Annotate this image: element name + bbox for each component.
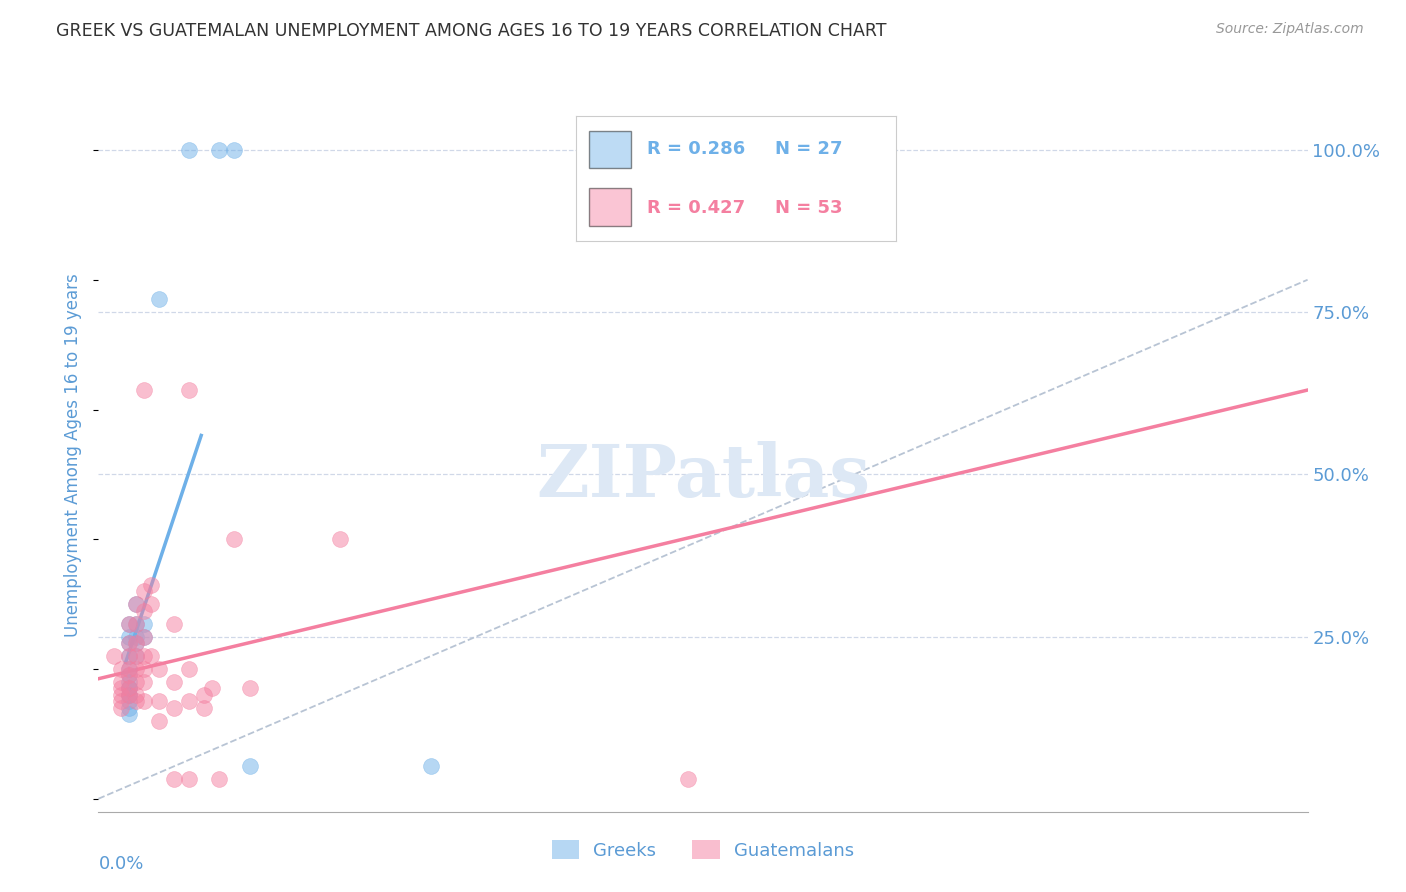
Point (110, 694, 132, 708)
Point (118, 681, 141, 696)
Point (118, 662, 141, 676)
Point (118, 707, 141, 722)
Point (110, 688, 132, 702)
Point (125, 648, 148, 663)
Point (110, 675, 132, 690)
Legend: Greeks, Guatemalans: Greeks, Guatemalans (544, 833, 862, 867)
Point (163, 616, 186, 631)
Point (148, 292, 170, 306)
Point (179, 662, 201, 676)
Point (163, 675, 186, 690)
Point (125, 616, 148, 631)
Point (125, 616, 148, 631)
Point (125, 675, 148, 690)
Point (141, 577, 163, 591)
Point (163, 772, 186, 787)
Point (179, 772, 201, 787)
Point (118, 662, 141, 676)
Point (201, 681, 224, 696)
Point (132, 648, 155, 663)
Point (118, 668, 141, 682)
Point (676, 143, 699, 157)
Point (118, 675, 141, 690)
Point (118, 648, 141, 663)
Point (208, 143, 231, 157)
Point (132, 675, 155, 690)
Point (148, 714, 170, 728)
Point (118, 616, 141, 631)
Point (118, 688, 141, 702)
Point (110, 662, 132, 676)
Point (208, 772, 231, 787)
Text: GREEK VS GUATEMALAN UNEMPLOYMENT AMONG AGES 16 TO 19 YEARS CORRELATION CHART: GREEK VS GUATEMALAN UNEMPLOYMENT AMONG A… (56, 22, 887, 40)
Point (132, 694, 155, 708)
Y-axis label: Unemployment Among Ages 16 to 19 years: Unemployment Among Ages 16 to 19 years (65, 273, 83, 637)
Point (179, 694, 201, 708)
Point (179, 143, 201, 157)
Point (110, 701, 132, 715)
Point (118, 636, 141, 650)
Text: 0.0%: 0.0% (98, 855, 143, 872)
Point (193, 688, 215, 702)
Point (676, 772, 699, 787)
Point (118, 688, 141, 702)
Point (118, 630, 141, 644)
Point (148, 694, 170, 708)
Point (132, 383, 155, 397)
Point (224, 143, 246, 157)
Point (118, 668, 141, 682)
Point (125, 688, 148, 702)
Point (118, 636, 141, 650)
Point (141, 648, 163, 663)
Point (118, 681, 141, 696)
Point (118, 681, 141, 696)
Point (329, 533, 352, 547)
Point (118, 688, 141, 702)
Point (224, 533, 246, 547)
Point (125, 694, 148, 708)
Text: Source: ZipAtlas.com: Source: ZipAtlas.com (1216, 22, 1364, 37)
Point (420, 759, 443, 773)
Point (118, 648, 141, 663)
Point (125, 597, 148, 611)
Point (132, 630, 155, 644)
Point (179, 383, 201, 397)
Point (125, 662, 148, 676)
Point (148, 662, 170, 676)
Point (125, 636, 148, 650)
Point (239, 681, 262, 696)
Point (132, 630, 155, 644)
Point (193, 701, 215, 715)
Point (125, 648, 148, 663)
Point (103, 648, 125, 663)
Point (125, 636, 148, 650)
Text: ZIPatlas: ZIPatlas (536, 441, 870, 512)
Point (141, 597, 163, 611)
Point (132, 584, 155, 599)
Point (118, 616, 141, 631)
Point (118, 694, 141, 708)
Point (163, 701, 186, 715)
Point (132, 616, 155, 631)
Point (132, 604, 155, 618)
Point (110, 681, 132, 696)
Point (125, 630, 148, 644)
Point (125, 597, 148, 611)
Point (132, 662, 155, 676)
Point (239, 759, 262, 773)
Point (118, 701, 141, 715)
